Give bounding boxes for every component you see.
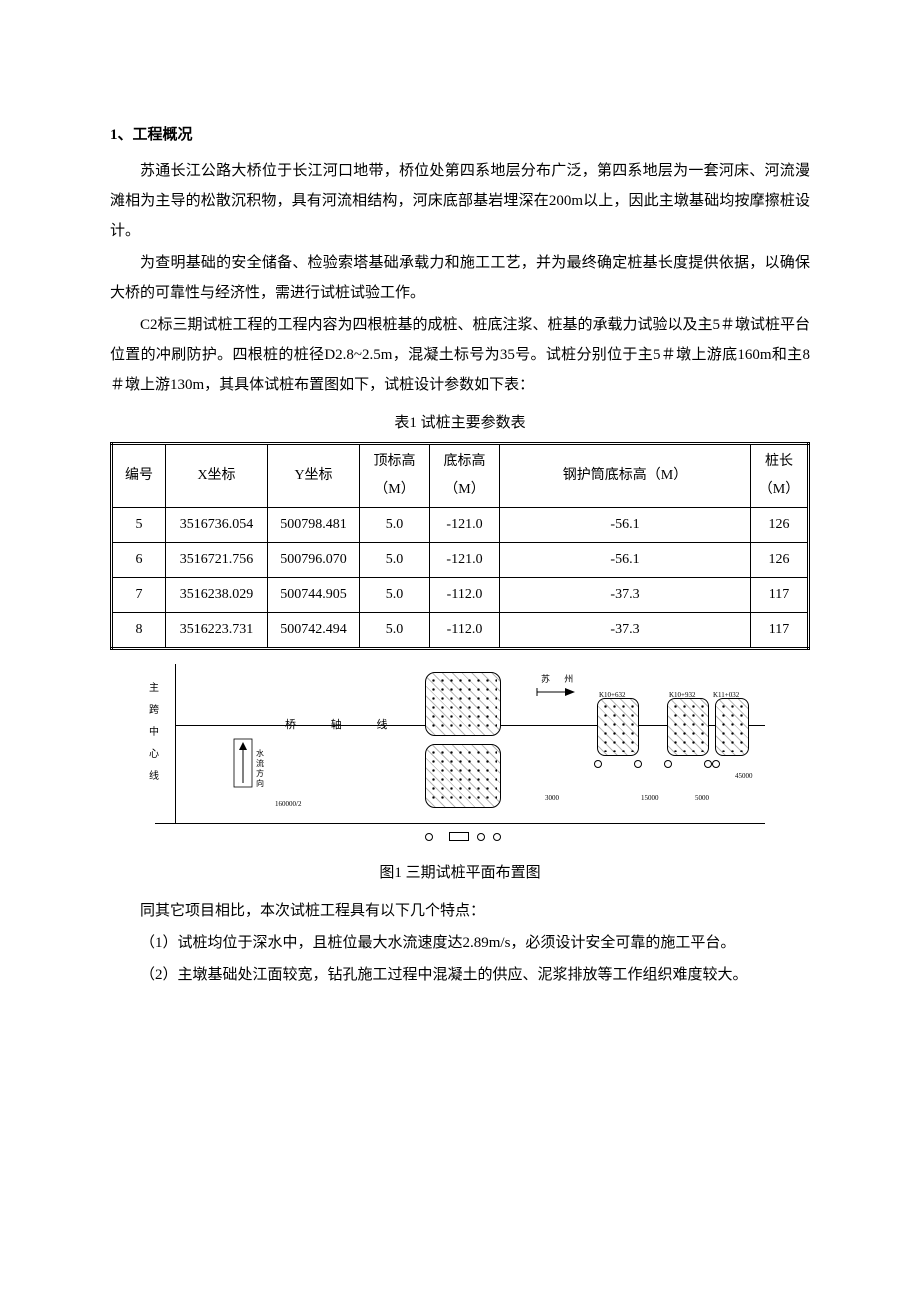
section-heading: 1、工程概况 [110, 120, 810, 150]
paragraph-4: 同其它项目相比，本次试桩工程具有以下几个特点： [110, 896, 810, 926]
figure-1-diagram: 主 跨 中 心 线 桥 轴 线 水 流 方 向 160000/2 K9+544 [155, 664, 765, 824]
main-span-centerline-label: 主 跨 中 心 线 [149, 678, 159, 788]
col-casing: 钢护筒底标高（M） [500, 444, 751, 508]
col-bottom: 底标高（M） [430, 444, 500, 508]
cell: 117 [751, 613, 809, 649]
table-body: 5 3516736.054 500798.481 5.0 -121.0 -56.… [112, 508, 809, 649]
col-length: 桩长（M） [751, 444, 809, 508]
cell: -37.3 [500, 613, 751, 649]
cell: 500798.481 [268, 508, 360, 543]
col-id: 编号 [112, 444, 166, 508]
cell: -112.0 [430, 578, 500, 613]
paragraph-3: C2标三期试桩工程的工程内容为四根桩基的成桩、桩底注浆、桩基的承载力试验以及主5… [110, 310, 810, 400]
parameters-table: 编号 X坐标 Y坐标 顶标高（M） 底标高（M） 钢护筒底标高（M） 桩长（M）… [110, 442, 810, 650]
cell: 6 [112, 543, 166, 578]
cell: -121.0 [430, 543, 500, 578]
cell: 3516238.029 [166, 578, 268, 613]
cell: -56.1 [500, 508, 751, 543]
dim-15000: 15000 [641, 791, 659, 805]
bridge-axis-label: 桥 轴 线 [285, 714, 404, 736]
col-x: X坐标 [166, 444, 268, 508]
dim-45000: 45000 [735, 769, 753, 783]
cell: -112.0 [430, 613, 500, 649]
cell: 126 [751, 543, 809, 578]
table-row: 7 3516238.029 500744.905 5.0 -112.0 -37.… [112, 578, 809, 613]
cell: 3516736.054 [166, 508, 268, 543]
cell: 8 [112, 613, 166, 649]
figure-caption: 图1 三期试桩平面布置图 [110, 858, 810, 888]
col-top: 顶标高（M） [360, 444, 430, 508]
cell: 3516721.756 [166, 543, 268, 578]
table-caption: 表1 试桩主要参数表 [110, 408, 810, 438]
dim-3000: 3000 [545, 791, 559, 805]
paragraph-1: 苏通长江公路大桥位于长江河口地带，桥位处第四系地层分布广泛，第四系地层为一套河床… [110, 156, 810, 246]
paragraph-2: 为查明基础的安全储备、检验索塔基础承载力和施工工艺，并为最终确定桩基长度提供依据… [110, 248, 810, 308]
cell: 7 [112, 578, 166, 613]
cell: -56.1 [500, 543, 751, 578]
dim-5000a: 5000 [695, 791, 709, 805]
table-row: 8 3516223.731 500742.494 5.0 -112.0 -37.… [112, 613, 809, 649]
cell: 500742.494 [268, 613, 360, 649]
cell: 500796.070 [268, 543, 360, 578]
cell: 5 [112, 508, 166, 543]
cell: 5.0 [360, 543, 430, 578]
side-pier-3: K11+032 [715, 698, 749, 756]
cell: 500744.905 [268, 578, 360, 613]
side-pier-2: K10+932 [667, 698, 709, 756]
table-row: 5 3516736.054 500798.481 5.0 -121.0 -56.… [112, 508, 809, 543]
flow-direction-arrow-icon [233, 738, 253, 788]
table-row: 6 3516721.756 500796.070 5.0 -121.0 -56.… [112, 543, 809, 578]
cell: -121.0 [430, 508, 500, 543]
flow-direction-label: 水 流 方 向 [256, 749, 264, 789]
col-y: Y坐标 [268, 444, 360, 508]
cell: -37.3 [500, 578, 751, 613]
paragraph-6: （2）主墩基础处江面较宽，钻孔施工过程中混凝土的供应、泥浆排放等工作组织难度较大… [110, 960, 810, 990]
side-pier-1: K10+632 [597, 698, 639, 756]
cell: 5.0 [360, 508, 430, 543]
bottom-markers [435, 827, 515, 847]
main-pier-group: K9+544 [425, 672, 503, 808]
paragraph-5: （1）试桩均位于深水中，且桩位最大水流速度达2.89m/s，必须设计安全可靠的施… [110, 928, 810, 958]
dim-160000: 160000/2 [275, 797, 301, 811]
cell: 126 [751, 508, 809, 543]
cell: 117 [751, 578, 809, 613]
cell: 3516223.731 [166, 613, 268, 649]
cell: 5.0 [360, 578, 430, 613]
suzhou-arrow-icon [535, 682, 577, 702]
cell: 5.0 [360, 613, 430, 649]
